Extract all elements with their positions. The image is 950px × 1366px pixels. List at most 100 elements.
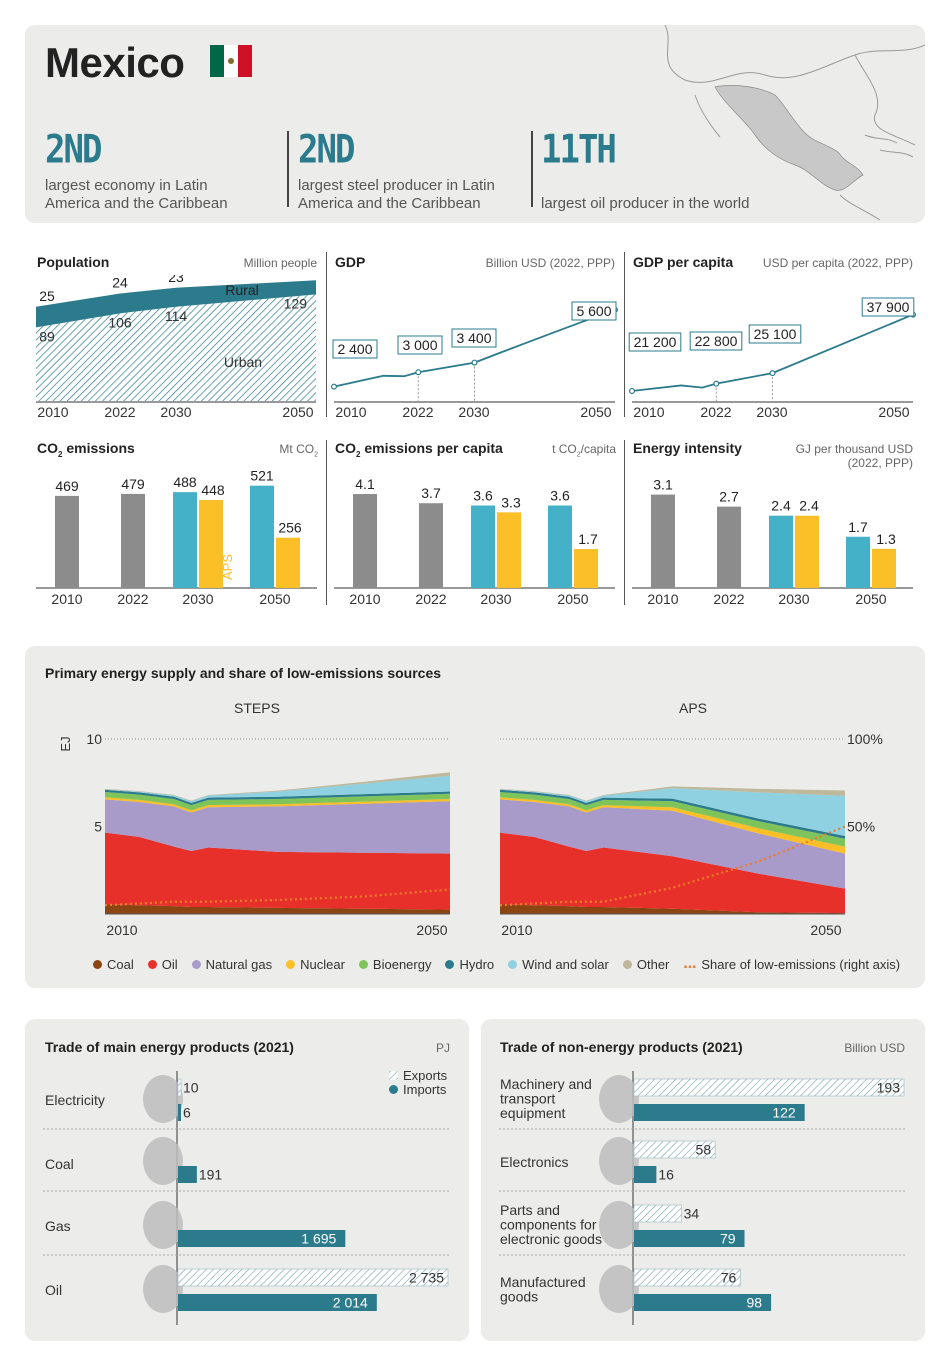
imports-bar [634, 1166, 657, 1183]
row-label: components for [500, 1217, 597, 1233]
imports-bar [634, 1294, 772, 1311]
rural-value-label: 23 [168, 275, 184, 285]
legend-label: Share of low-emissions (right axis) [701, 956, 901, 972]
x-tick-label: 2010 [633, 404, 664, 420]
energy-intensity-title: Energy intensity [633, 440, 742, 456]
aps-label: APS [220, 554, 235, 580]
primary-energy-panel: Primary energy supply and share of low-e… [25, 646, 925, 988]
legend-label: Wind and solar [522, 956, 609, 972]
imports-bar [634, 1104, 805, 1121]
steps-bar [471, 505, 495, 588]
x-tick-label: 2030 [458, 404, 489, 420]
value-label-box [861, 297, 915, 317]
aps-bar [199, 500, 223, 588]
bar-value-label: 448 [201, 482, 225, 498]
aps-natural-gas-area [500, 799, 845, 889]
bar-value-label: 1.7 [578, 531, 598, 547]
gdp-per-capita-unit: USD per capita (2022, PPP) [762, 256, 913, 270]
x-tick-label: 2010 [501, 922, 532, 938]
header-panel: Mexico 2ND largest economy in Latin Amer… [25, 25, 925, 223]
steps-wind-and-solar-area [105, 775, 450, 803]
trade-non-energy-unit: Billion USD [844, 1041, 905, 1055]
right-tick-label: 50% [847, 819, 875, 835]
y-unit-label: EJ [58, 736, 73, 751]
pes-legend: Coal Oil Natural gas Nuclear Bioenergy Hydro W… [93, 956, 900, 972]
imports-value-label: 1 695 [301, 1231, 336, 1247]
product-icon [599, 1201, 639, 1249]
urban-label: Urban [224, 354, 262, 370]
legend-swatch [622, 959, 632, 969]
row-label: Oil [45, 1282, 62, 1298]
rural-value-label: 17 [291, 275, 307, 277]
x-tick-label: 2050 [855, 591, 886, 607]
urban-value-label: 114 [165, 308, 188, 324]
bar-value-label: 2.4 [799, 498, 819, 514]
rural-value-label: 24 [112, 275, 128, 291]
gdp-per-capita-title: GDP per capita [633, 254, 734, 270]
bar-value-label: 3.6 [473, 488, 493, 504]
value-label: 37 900 [867, 299, 910, 315]
historical-bar [651, 494, 675, 588]
bar-value-label: 2.4 [771, 498, 791, 514]
steps-coal-area [105, 904, 450, 914]
row-label: Gas [45, 1218, 71, 1234]
chart-divider [326, 440, 327, 605]
row-label: Machinery and [500, 1076, 592, 1092]
urban-value-label: 129 [284, 295, 308, 311]
exports-bar [633, 1268, 741, 1287]
product-icon [599, 1075, 639, 1123]
aps-bioenergy-area [500, 792, 845, 847]
x-tick-label: 2010 [349, 591, 380, 607]
imports-bar [178, 1166, 197, 1183]
bar-value-label: 488 [173, 474, 197, 490]
x-tick-label: 2050 [810, 922, 841, 938]
x-tick-label: 2050 [259, 591, 290, 607]
imports-value-label: 2 014 [333, 1295, 368, 1311]
row-label: equipment [500, 1105, 565, 1121]
value-label-box [689, 331, 743, 351]
legend-swatch [445, 959, 455, 969]
co2-chart: 469 2010 479 2022 488 448 2030 521 256 2050 STEPS A… [36, 468, 317, 607]
product-icon [599, 1137, 639, 1185]
aps-bar [497, 512, 521, 588]
imports-bar [178, 1294, 377, 1311]
co2-per-capita-chart: 4.1 2010 3.7 2022 3.6 3.3 2030 3.6 1.7 2050 [334, 476, 615, 607]
aps-bar [574, 549, 598, 588]
exports-bar [177, 1268, 449, 1287]
row-label: Parts and [500, 1202, 560, 1218]
value-label-box [451, 328, 497, 348]
x-tick-label: 2010 [51, 591, 82, 607]
legend-swatch: ․․․ [683, 956, 697, 971]
urban-value-label: 89 [39, 328, 55, 344]
imports-value-label: 79 [720, 1231, 736, 1247]
aps-coal-area [500, 904, 845, 914]
bar-value-label: 3.6 [550, 488, 570, 504]
bar-value-label: 3.3 [501, 494, 521, 510]
imports-bar [178, 1104, 181, 1121]
value-label: 3 000 [402, 337, 437, 353]
right-tick-label: 100% [847, 731, 883, 747]
data-point [471, 359, 478, 366]
x-tick-label: 2022 [117, 591, 148, 607]
gdp-chart: 2 400 3 000 3 400 5 600 2010 2022 2030 2050 [330, 301, 619, 420]
value-label-box [748, 324, 802, 344]
legend-swatch [286, 959, 296, 969]
value-label: 25 100 [754, 326, 797, 342]
product-icon [143, 1265, 183, 1313]
imports-value-label: 16 [658, 1167, 674, 1183]
x-tick-label: 2022 [402, 404, 433, 420]
value-label-box [571, 301, 617, 321]
value-label-box [628, 332, 682, 352]
historical-bar [55, 495, 79, 588]
trade-energy-panel: Trade of main energy products (2021) PJ … [25, 1019, 469, 1341]
chart-divider [624, 440, 625, 605]
row-label: Manufactured [500, 1274, 586, 1290]
legend-label: Other [636, 956, 670, 972]
historical-bar [419, 503, 443, 588]
historical-bar [717, 506, 741, 588]
x-tick-label: 2010 [647, 591, 678, 607]
bar-value-label: 2.7 [719, 489, 739, 505]
row-label: Coal [45, 1156, 74, 1172]
trade-energy-unit: PJ [435, 1041, 450, 1055]
x-tick-label: 2050 [557, 591, 588, 607]
